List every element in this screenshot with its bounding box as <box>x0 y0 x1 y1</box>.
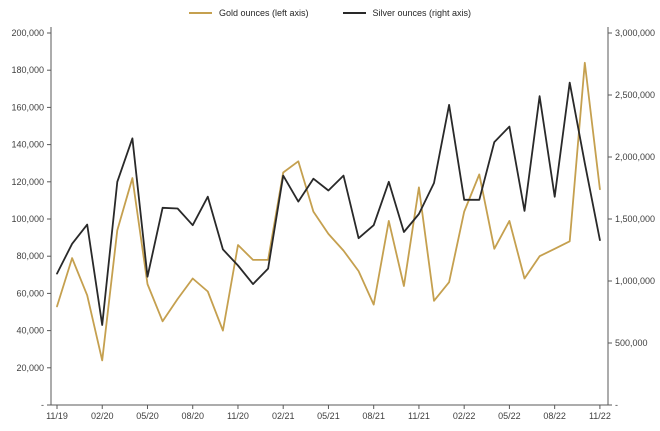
x-axis-tick-label: 05/22 <box>498 411 521 421</box>
legend-label: Silver ounces (right axis) <box>372 8 472 18</box>
x-axis-tick-label: 08/21 <box>362 411 385 421</box>
x-axis-tick-label: 02/20 <box>91 411 114 421</box>
right-axis-tick-label: 2,500,000 <box>615 90 655 100</box>
right-axis-tick-label: 3,000,000 <box>615 28 655 38</box>
left-axis-tick-label: 100,000 <box>11 214 44 224</box>
silver-series-line <box>56 81 601 326</box>
x-axis-tick-label: 11/21 <box>408 411 430 421</box>
left-axis-tick-label: 160,000 <box>11 102 44 112</box>
x-axis-tick-label: 11/22 <box>589 411 611 421</box>
x-axis-tick-label: 05/20 <box>136 411 159 421</box>
left-axis-tick-label: 200,000 <box>11 28 44 38</box>
left-axis-tick-label: 40,000 <box>16 326 44 336</box>
left-axis-tick-label: 20,000 <box>16 363 44 373</box>
right-axis-tick-label: 500,000 <box>615 338 648 348</box>
right-axis-tick-label: 2,000,000 <box>615 152 655 162</box>
chart-legend: Gold ounces (left axis) Silver ounces (ri… <box>0 8 660 18</box>
left-axis-tick-label: - <box>41 400 44 410</box>
x-axis-tick-label: 02/21 <box>272 411 295 421</box>
legend-item-silver: Silver ounces (right axis) <box>342 8 472 18</box>
legend-item-gold: Gold ounces (left axis) <box>188 8 309 18</box>
x-axis-tick-label: 11/19 <box>46 411 68 421</box>
x-axis-tick-label: 08/20 <box>181 411 204 421</box>
legend-line-swatch <box>188 12 212 14</box>
right-axis-tick-label: - <box>615 400 618 410</box>
left-axis-tick-label: 140,000 <box>11 140 44 150</box>
x-axis-tick-label: 08/22 <box>543 411 566 421</box>
right-axis-tick-label: 1,000,000 <box>615 276 655 286</box>
x-axis-tick-label: 05/21 <box>317 411 340 421</box>
legend-label: Gold ounces (left axis) <box>218 8 309 18</box>
legend-line-swatch <box>342 12 366 14</box>
left-axis-tick-label: 120,000 <box>11 177 44 187</box>
gold-series-line <box>56 61 601 362</box>
right-axis-tick-label: 1,500,000 <box>615 214 655 224</box>
left-axis-tick-label: 60,000 <box>16 288 44 298</box>
left-axis-tick-label: 180,000 <box>11 65 44 75</box>
x-axis-tick-label: 11/20 <box>227 411 249 421</box>
left-axis-tick-label: 80,000 <box>16 251 44 261</box>
x-axis-tick-label: 02/22 <box>453 411 476 421</box>
